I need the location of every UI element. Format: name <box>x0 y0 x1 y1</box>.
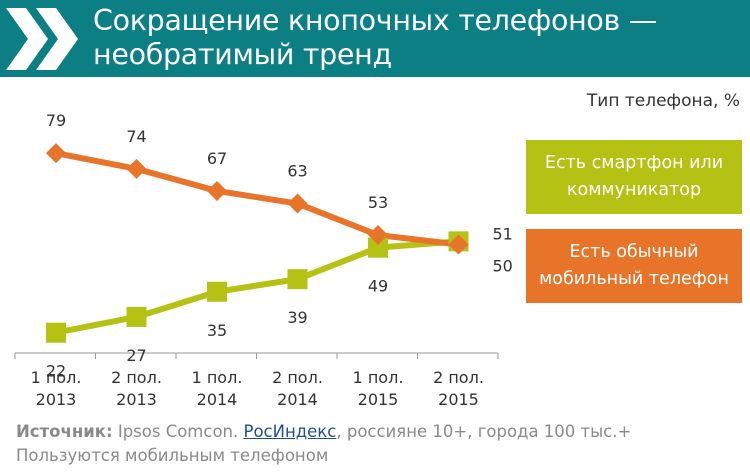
smartphone-point <box>46 322 66 343</box>
rosindex-link[interactable]: РосИндекс <box>243 422 337 441</box>
legend-item-smartphone: Есть смартфон или коммуникатор <box>526 140 742 214</box>
source-note: Источник: Ipsos Comcon. РосИндекс, росси… <box>16 420 736 468</box>
smartphone-data-label: 35 <box>207 321 227 340</box>
chevron-right-icon <box>6 8 78 70</box>
feature-phone-point <box>46 143 66 164</box>
x-tick-label: 1 пол. 2015 <box>353 368 404 409</box>
feature-phone-point <box>207 180 227 201</box>
smartphone-point <box>207 281 227 302</box>
smartphone-point <box>368 237 388 258</box>
legend-label-smartphone: Есть смартфон или коммуникатор <box>544 153 724 200</box>
x-tick-label: 2 пол. 2013 <box>111 368 162 409</box>
feature-phone-data-label: 67 <box>207 149 227 168</box>
legend-label-feature-phone: Есть обычный мобильный телефон <box>539 242 729 289</box>
x-tick-label: 1 пол. 2013 <box>31 368 82 409</box>
feature-phone-data-label: 63 <box>287 162 307 181</box>
page-title-line1: Сокращение кнопочных телефонов — <box>93 4 658 37</box>
smartphone-data-label: 22 <box>46 362 66 381</box>
header-banner: Сокращение кнопочных телефонов — необрат… <box>0 0 750 77</box>
x-tick-label: 2 пол. 2014 <box>272 368 323 409</box>
smartphone-point <box>287 269 308 290</box>
source-text-before: Ipsos Comcon. <box>112 422 244 441</box>
line-chart: 1 пол. 2013 2 пол. 2013 1 пол. 2014 2 пол. 2014… <box>14 111 513 409</box>
smartphone-point <box>126 306 147 327</box>
smartphone-data-label: 49 <box>368 277 388 296</box>
source-label: Источник: <box>16 422 113 441</box>
legend-title: Тип телефона, % <box>586 91 740 111</box>
smartphone-series-line <box>53 238 462 336</box>
feature-phone-data-label: 53 <box>368 193 388 212</box>
feature-phone-point <box>448 234 469 255</box>
feature-phone-data-label: 50 <box>493 257 513 276</box>
smartphone-data-label: 27 <box>126 346 146 365</box>
feature-phone-data-label: 79 <box>46 111 66 130</box>
feature-phone-point <box>126 158 147 179</box>
legend-item-feature-phone: Есть обычный мобильный телефон <box>526 229 742 303</box>
feature-phone-series-line <box>53 150 462 248</box>
smartphone-data-label: 39 <box>287 308 307 327</box>
feature-phone-point <box>368 225 388 246</box>
page-title-line2: необратимый тренд <box>93 38 392 71</box>
x-tick-label: 2 пол. 2015 <box>433 368 484 409</box>
feature-phone-point <box>287 193 308 214</box>
smartphone-data-label: 51 <box>493 224 513 243</box>
page-title: Сокращение кнопочных телефонов — необрат… <box>93 3 657 71</box>
x-tick-label: 1 пол. 2014 <box>192 368 243 409</box>
source-text-after: , россияне 10+, города 100 тыс.+ Пользую… <box>16 422 632 465</box>
feature-phone-data-label: 74 <box>126 127 146 146</box>
